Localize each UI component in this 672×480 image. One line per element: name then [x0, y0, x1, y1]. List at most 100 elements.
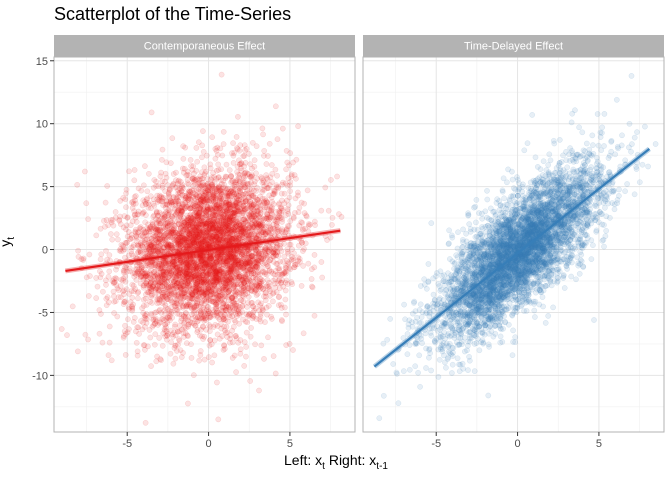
data-point — [223, 227, 229, 234]
data-point — [256, 222, 263, 229]
data-point — [215, 174, 222, 180]
data-point — [215, 283, 222, 290]
data-point — [213, 259, 220, 266]
data-point — [226, 286, 233, 293]
data-point — [194, 314, 201, 321]
data-point — [165, 234, 172, 241]
data-point — [216, 278, 223, 285]
data-point — [165, 296, 172, 303]
data-point — [199, 257, 205, 264]
data-point — [289, 246, 295, 253]
data-point — [210, 217, 217, 224]
data-point — [132, 197, 138, 204]
data-point — [170, 180, 177, 187]
data-point — [246, 311, 252, 318]
data-point — [325, 207, 332, 214]
data-point — [93, 232, 100, 239]
data-point — [179, 234, 185, 241]
data-point — [233, 179, 240, 186]
data-point — [146, 288, 152, 295]
data-point — [199, 211, 206, 217]
data-point — [266, 267, 273, 273]
data-point — [174, 296, 181, 303]
data-point — [201, 276, 207, 283]
data-point — [274, 172, 280, 179]
data-point — [225, 304, 232, 311]
data-point — [251, 181, 258, 188]
data-point — [219, 186, 225, 192]
data-point — [175, 280, 182, 286]
data-point — [175, 200, 182, 207]
data-point — [215, 239, 221, 245]
data-point — [208, 253, 215, 260]
data-point — [190, 372, 197, 378]
data-point — [85, 293, 92, 299]
data-point — [213, 270, 220, 276]
data-point — [212, 155, 219, 162]
data-point — [197, 348, 204, 354]
data-point — [150, 283, 157, 290]
data-point — [246, 201, 253, 207]
data-point — [269, 198, 275, 205]
data-point — [214, 218, 221, 225]
data-point — [171, 267, 177, 274]
data-point — [201, 300, 208, 307]
data-point — [193, 268, 200, 274]
data-point — [94, 283, 101, 290]
data-point — [186, 257, 193, 264]
data-point — [205, 204, 211, 210]
data-point — [293, 156, 300, 163]
data-point — [236, 200, 242, 206]
data-point — [226, 201, 233, 208]
data-point — [279, 219, 285, 225]
data-point — [209, 307, 216, 313]
data-point — [127, 222, 134, 229]
data-point — [233, 369, 239, 375]
data-point — [274, 228, 281, 235]
data-point — [221, 342, 228, 349]
data-point — [167, 350, 174, 357]
data-point — [180, 290, 186, 296]
data-point — [272, 103, 279, 110]
data-point — [200, 252, 206, 259]
data-point — [173, 245, 180, 252]
data-point — [221, 236, 227, 242]
data-point — [271, 232, 278, 238]
data-point — [197, 176, 203, 182]
data-point — [197, 205, 204, 212]
data-point — [170, 262, 177, 268]
data-point — [213, 188, 220, 195]
data-point — [188, 289, 195, 296]
data-point — [206, 217, 213, 224]
data-point — [278, 317, 285, 323]
data-point — [230, 210, 236, 217]
data-point — [211, 236, 218, 243]
data-point — [213, 233, 220, 240]
data-point — [206, 342, 213, 349]
data-point — [242, 184, 249, 191]
data-point — [162, 333, 169, 340]
data-point — [309, 284, 316, 291]
data-point — [255, 260, 262, 266]
data-point — [262, 293, 269, 300]
data-point — [177, 234, 183, 241]
data-point — [194, 264, 200, 270]
data-point — [184, 235, 191, 242]
data-point — [206, 234, 213, 241]
data-point — [214, 251, 221, 257]
data-point — [116, 217, 123, 224]
data-point — [242, 267, 248, 274]
data-point — [276, 200, 283, 207]
data-point — [275, 253, 282, 259]
data-point — [111, 293, 117, 300]
data-point — [170, 194, 177, 201]
data-point — [209, 227, 216, 234]
data-point — [166, 194, 173, 200]
data-point — [162, 268, 169, 275]
data-point — [197, 265, 204, 271]
data-point — [305, 260, 312, 267]
data-point — [264, 211, 271, 218]
data-point — [183, 255, 190, 261]
data-point — [221, 230, 227, 236]
data-point — [154, 235, 160, 242]
